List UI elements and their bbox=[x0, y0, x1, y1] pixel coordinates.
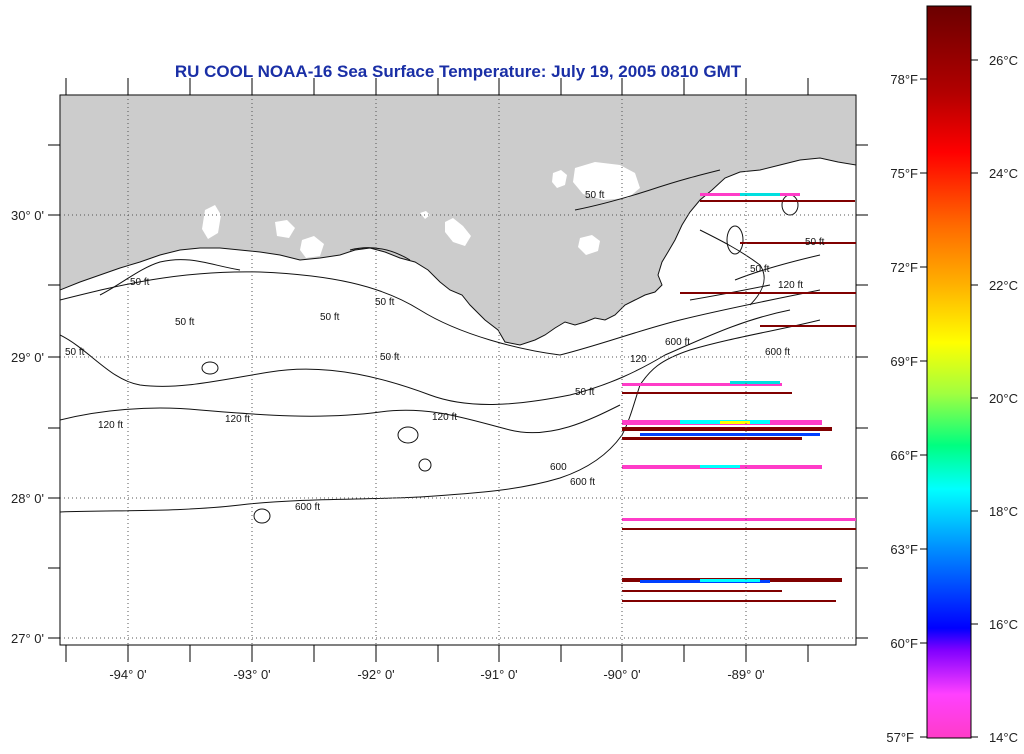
contour-label: 50 ft bbox=[585, 190, 605, 201]
lake bbox=[573, 162, 640, 200]
map-title: RU COOL NOAA-16 Sea Surface Temperature:… bbox=[174, 62, 742, 81]
contour-120ft-b bbox=[60, 404, 621, 434]
contour-label: 120 ft bbox=[778, 280, 803, 291]
scale-label-c: 14°C bbox=[989, 730, 1018, 745]
lake bbox=[552, 170, 567, 188]
scale-label-c: 18°C bbox=[989, 504, 1018, 519]
scale-label-f: 78°F bbox=[890, 72, 918, 87]
contour-label: 50 ft bbox=[65, 347, 85, 358]
sst-streaks bbox=[622, 193, 856, 602]
lake bbox=[445, 218, 471, 246]
contour-label: 600 ft bbox=[665, 337, 690, 348]
lon-label: -92° 0' bbox=[357, 667, 394, 682]
contour-closed bbox=[201, 361, 219, 375]
temperature-colorbar bbox=[926, 5, 972, 739]
scale-label-f: 69°F bbox=[890, 354, 918, 369]
contour-coastal bbox=[99, 247, 411, 296]
lake bbox=[202, 205, 221, 239]
latitude-labels: 30° 0' 29° 0' 28° 0' 27° 0' bbox=[11, 208, 44, 646]
colorbar-ticks bbox=[920, 59, 978, 738]
contour-label: 50 ft bbox=[175, 317, 195, 328]
contour-labels: 50 ft 50 ft 50 ft 50 ft 50 ft 50 ft 50 f… bbox=[65, 190, 825, 513]
lon-label: -90° 0' bbox=[603, 667, 640, 682]
contour-closed bbox=[726, 225, 744, 255]
contour-label: 50 ft bbox=[750, 264, 770, 275]
contour-label: 50 ft bbox=[320, 312, 340, 323]
contour-label: 50 ft bbox=[575, 387, 595, 398]
scale-label-f: 66°F bbox=[890, 448, 918, 463]
graticule bbox=[60, 95, 856, 645]
contour-label: 600 ft bbox=[570, 477, 595, 488]
land-mass bbox=[60, 95, 856, 346]
axis-ticks bbox=[48, 78, 868, 662]
scale-label-f: 75°F bbox=[890, 166, 918, 181]
lake bbox=[578, 235, 600, 255]
contour-label: 600 ft bbox=[295, 502, 320, 513]
scale-label-c: 20°C bbox=[989, 391, 1018, 406]
contour-label: 50 ft bbox=[380, 352, 400, 363]
contour-label: 50 ft bbox=[130, 277, 150, 288]
contour-closed bbox=[397, 426, 419, 444]
fahrenheit-labels: 78°F 75°F 72°F 69°F 66°F 63°F 60°F 57°F bbox=[886, 72, 918, 745]
lon-label: -89° 0' bbox=[727, 667, 764, 682]
contour-label: 120 ft bbox=[432, 412, 457, 423]
lat-label: 29° 0' bbox=[11, 350, 44, 365]
contour-label: 50 ft bbox=[805, 237, 825, 248]
contour-120ft bbox=[60, 309, 791, 405]
contour-label: 50 ft bbox=[375, 297, 395, 308]
contour-closed bbox=[253, 508, 271, 524]
contour-closed bbox=[418, 458, 432, 472]
lat-label: 30° 0' bbox=[11, 208, 44, 223]
contour-50ft bbox=[60, 271, 821, 356]
lat-label: 28° 0' bbox=[11, 491, 44, 506]
lon-label: -91° 0' bbox=[480, 667, 517, 682]
scale-label-c: 26°C bbox=[989, 53, 1018, 68]
celsius-labels: 26°C 24°C 22°C 20°C 18°C 16°C 14°C bbox=[989, 53, 1018, 745]
scale-label-c: 22°C bbox=[989, 278, 1018, 293]
contour-label: 120 ft bbox=[225, 414, 250, 425]
contour-600ft bbox=[60, 319, 821, 513]
scale-label-f: 57°F bbox=[886, 730, 914, 745]
lake bbox=[300, 236, 324, 258]
lat-label: 27° 0' bbox=[11, 631, 44, 646]
scale-label-f: 60°F bbox=[890, 636, 918, 651]
scale-label-f: 72°F bbox=[890, 260, 918, 275]
scale-label-c: 16°C bbox=[989, 617, 1018, 632]
lon-label: -93° 0' bbox=[233, 667, 270, 682]
lake bbox=[275, 220, 295, 238]
contour-label: 120 bbox=[630, 354, 647, 365]
contour-label: 600 bbox=[550, 462, 567, 473]
longitude-labels: -94° 0' -93° 0' -92° 0' -91° 0' -90° 0' … bbox=[109, 667, 764, 682]
lon-label: -94° 0' bbox=[109, 667, 146, 682]
contour-label: 600 ft bbox=[765, 347, 790, 358]
scale-label-f: 63°F bbox=[890, 542, 918, 557]
contour-marsh bbox=[574, 169, 821, 306]
scale-label-c: 24°C bbox=[989, 166, 1018, 181]
contour-label: 120 ft bbox=[98, 420, 123, 431]
